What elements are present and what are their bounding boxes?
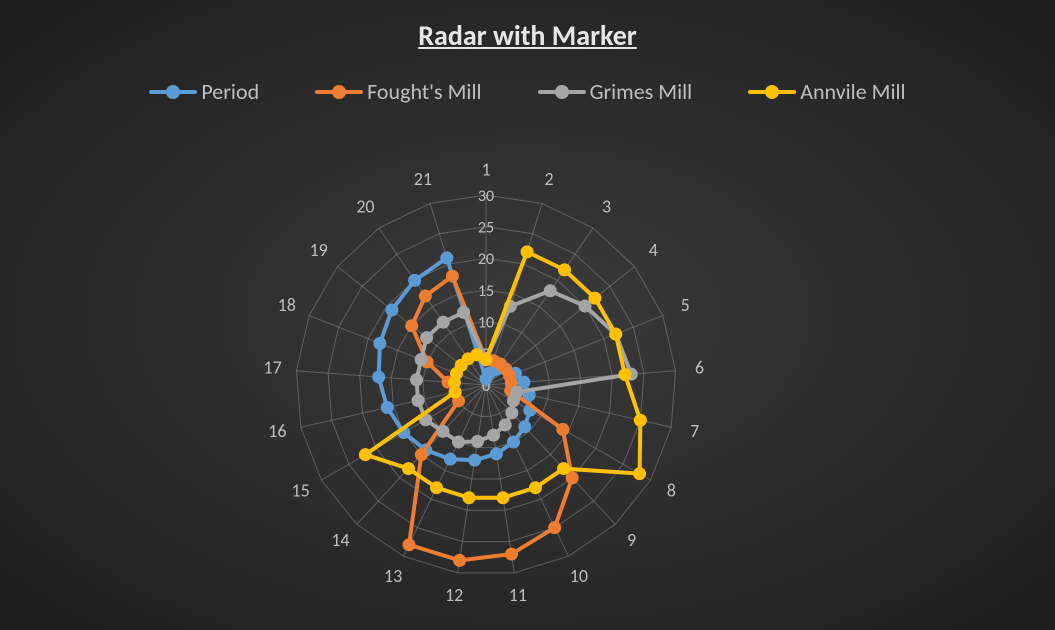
series-marker	[453, 436, 465, 448]
series-marker	[566, 472, 578, 484]
svg-text:17: 17	[263, 356, 281, 378]
series-marker	[610, 328, 622, 340]
series-marker	[507, 395, 519, 407]
svg-text:19: 19	[310, 239, 328, 261]
series-marker	[521, 246, 533, 258]
svg-text:12: 12	[445, 584, 463, 606]
series-marker	[409, 274, 421, 286]
svg-text:5: 5	[681, 294, 690, 316]
svg-text:4: 4	[649, 239, 658, 261]
radar-series	[359, 246, 646, 566]
series-marker	[406, 320, 418, 332]
series-marker	[381, 402, 393, 414]
series-marker	[454, 554, 466, 566]
series-marker	[463, 492, 475, 504]
series-marker	[373, 371, 385, 383]
series-marker	[415, 354, 427, 366]
series-marker	[411, 374, 423, 386]
series-marker	[419, 290, 431, 302]
svg-text:7: 7	[690, 420, 699, 442]
svg-text:18: 18	[278, 294, 296, 316]
series-marker	[558, 264, 570, 276]
series-marker	[619, 369, 631, 381]
series-marker	[458, 306, 470, 318]
series-marker	[579, 300, 591, 312]
series-marker	[446, 270, 458, 282]
series-marker	[444, 453, 456, 465]
svg-text:3: 3	[602, 195, 611, 217]
svg-text:21: 21	[414, 168, 432, 190]
svg-text:16: 16	[268, 420, 286, 442]
series-marker	[403, 539, 415, 551]
svg-text:13: 13	[384, 565, 402, 587]
svg-text:9: 9	[627, 529, 636, 551]
series-marker	[359, 449, 371, 461]
series-marker	[506, 407, 518, 419]
svg-text:1: 1	[481, 158, 490, 180]
series-marker	[497, 492, 509, 504]
series-marker	[634, 468, 646, 480]
series-marker	[507, 436, 519, 448]
series-marker	[488, 429, 500, 441]
chart-container: Radar with Marker Period Fought's Mill G…	[0, 0, 1055, 630]
svg-text:11: 11	[509, 584, 527, 606]
series-marker	[589, 292, 601, 304]
svg-text:20: 20	[478, 250, 494, 269]
series-marker	[529, 482, 541, 494]
legend-marker-icon	[555, 85, 569, 99]
series-marker	[386, 304, 398, 316]
series-marker	[437, 316, 449, 328]
series-marker	[505, 548, 517, 560]
series-marker	[412, 395, 424, 407]
svg-text:20: 20	[356, 195, 374, 217]
svg-text:10: 10	[478, 313, 494, 332]
series-marker	[490, 448, 502, 460]
series-marker	[558, 463, 570, 475]
series-marker	[549, 522, 561, 534]
svg-text:10: 10	[570, 565, 588, 587]
svg-text:2: 2	[545, 168, 554, 190]
svg-text:8: 8	[667, 479, 676, 501]
series-marker	[544, 285, 556, 297]
series-marker	[499, 419, 511, 431]
series-line	[417, 291, 632, 442]
svg-text:14: 14	[331, 529, 349, 551]
series-marker	[421, 332, 433, 344]
svg-text:6: 6	[695, 356, 704, 378]
series-marker	[469, 454, 481, 466]
series-marker	[472, 435, 484, 447]
series-marker	[402, 463, 414, 475]
series-marker	[415, 449, 427, 461]
series-marker	[557, 423, 569, 435]
series-marker	[634, 414, 646, 426]
radar-chart-svg: 123456789101112131415161718192021 051015…	[0, 0, 1055, 630]
svg-text:15: 15	[478, 282, 494, 301]
series-marker	[471, 349, 483, 361]
legend-marker-icon	[765, 85, 779, 99]
svg-text:15: 15	[292, 479, 310, 501]
series-marker	[374, 337, 386, 349]
svg-text:25: 25	[478, 218, 494, 237]
legend-marker-icon	[332, 85, 346, 99]
series-marker	[431, 482, 443, 494]
series-marker	[441, 252, 453, 264]
series-marker	[437, 425, 449, 437]
series-marker	[519, 421, 531, 433]
legend-marker-icon	[166, 85, 180, 99]
svg-text:30: 30	[478, 187, 494, 206]
